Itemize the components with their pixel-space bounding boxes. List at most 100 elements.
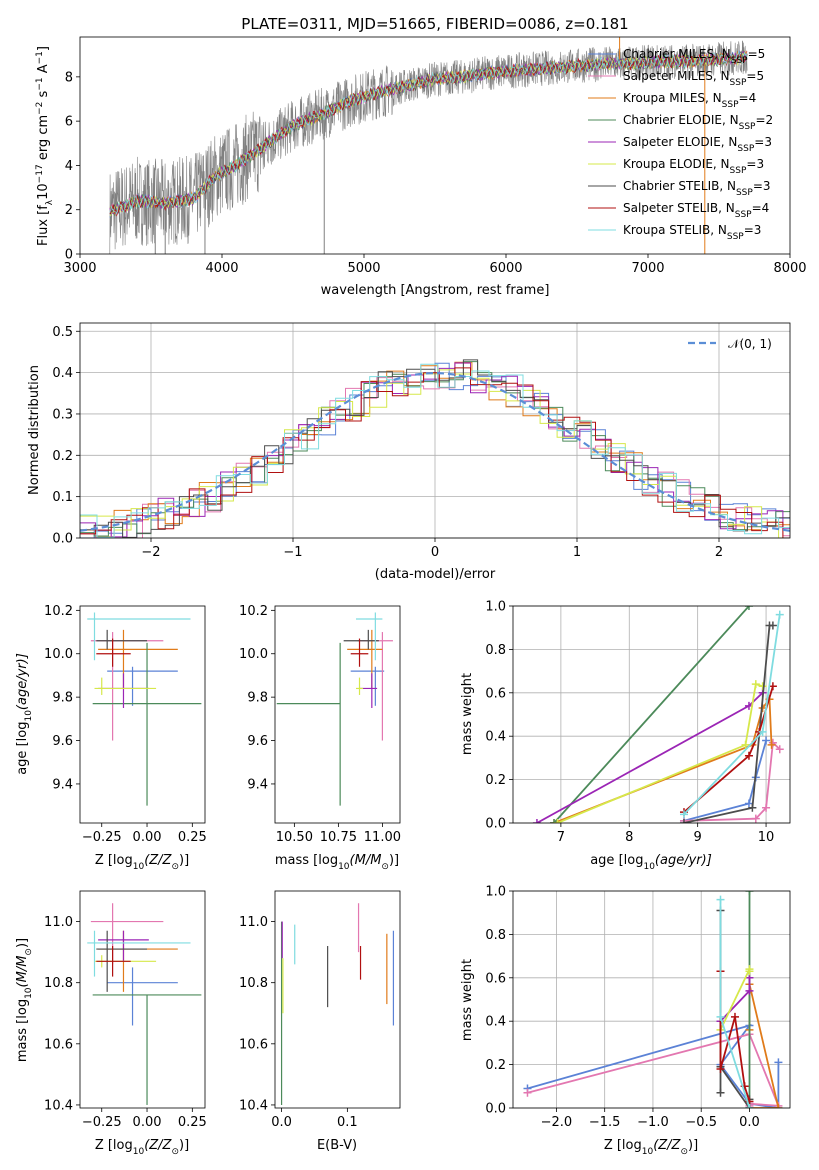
plot-area <box>532 606 784 823</box>
weight-marker <box>523 1088 532 1097</box>
x-tick-label: 7 <box>557 830 565 845</box>
legend-entry: Kroupa MILES, NSSP=4 <box>623 91 756 110</box>
y-tick-label: 9.4 <box>52 777 73 792</box>
weight-marker <box>758 682 767 691</box>
spectrum-data-line <box>109 40 748 254</box>
axes-box <box>274 890 401 1109</box>
axes-frame: −0.25 0.00 0.25 9.4 9.6 9.8 10.0 10.2 <box>44 604 207 845</box>
y-axis-label: Flux [fλ10−17 erg cm−2 s−1 A−1] <box>35 46 55 246</box>
y-tick-label: 0.8 <box>485 643 506 658</box>
x-tick-label: 0.1 <box>337 1115 358 1130</box>
x-tick-label: 0.0 <box>739 1115 760 1130</box>
histogram-kroupa-stelib <box>80 363 790 538</box>
y-tick-label: 9.8 <box>52 691 73 706</box>
x-axis-label: (data-model)/error <box>375 567 496 582</box>
x-tick-label: 5000 <box>347 261 380 276</box>
x-tick-label: −2.0 <box>541 1115 573 1130</box>
weight-line <box>719 910 751 1108</box>
weight-marker <box>741 740 750 749</box>
weight-line <box>536 692 764 823</box>
legend-entry: Salpeter STELIB, NSSP=4 <box>623 201 769 220</box>
y-tick-label: 9.6 <box>247 734 268 749</box>
x-tick-label: 11.00 <box>364 830 401 845</box>
grid <box>513 890 790 1109</box>
y-axis-label: mass weight <box>460 959 475 1041</box>
y-tick-label: 11.0 <box>44 915 73 930</box>
plot-area <box>523 891 783 1108</box>
legend-entry: Chabrier ELODIE, NSSP=2 <box>623 113 773 132</box>
figure-title: PLATE=0311, MJD=51665, FIBERID=0086, z=0… <box>241 15 628 33</box>
x-tick-label: 0 <box>431 545 439 560</box>
axes-frame: 3000 4000 5000 6000 7000 8000 0 2 4 6 8 <box>63 36 807 276</box>
x-axis-label: E(B-V) <box>317 1138 357 1153</box>
y-tick-label: 10.6 <box>44 1037 73 1052</box>
panel-age-vs-mass: 10.50 10.75 11.00 9.4 9.6 9.8 10.0 10.2 mass [lo… <box>239 604 401 872</box>
y-tick-label: 0.2 <box>52 449 73 464</box>
legend-entry: 𝒩(0, 1) <box>728 337 772 351</box>
x-tick-label: 3000 <box>63 261 96 276</box>
y-tick-label: 0.2 <box>485 1058 506 1073</box>
weight-marker <box>775 745 784 754</box>
y-tick-label: 0.4 <box>52 366 73 381</box>
y-tick-label: 0.5 <box>52 325 73 340</box>
panel-mass-vs-Z: −0.25 0.00 0.25 10.4 10.6 10.8 11.0 Z [log10(Z/… <box>15 890 207 1157</box>
histogram-salpeter-miles <box>80 362 790 538</box>
y-tick-label: 10.2 <box>239 604 268 619</box>
weight-marker <box>679 819 688 823</box>
y-axis-label: mass [log10(M/M⊙)] <box>15 938 34 1062</box>
axes-box <box>79 322 791 539</box>
weight-marker <box>553 819 562 823</box>
weight-marker <box>762 803 771 812</box>
weight-line <box>553 696 773 823</box>
weight-marker <box>775 610 784 619</box>
weight-line <box>719 971 751 1102</box>
y-tick-label: 0.0 <box>52 532 73 547</box>
axes-box <box>512 605 791 824</box>
axes-box <box>79 890 206 1109</box>
axes-box <box>79 36 791 255</box>
model-line <box>109 50 748 216</box>
legend-entry: Chabrier STELIB, NSSP=3 <box>623 179 771 198</box>
weight-marker <box>744 799 753 808</box>
x-tick-label: −0.25 <box>82 1115 122 1130</box>
y-tick-label: 8 <box>65 70 73 85</box>
axes-frame: 7 8 9 10 0.0 0.2 0.4 0.6 0.8 1.0 <box>485 600 791 845</box>
y-tick-label: 10.0 <box>44 647 73 662</box>
weight-marker <box>744 606 753 610</box>
x-axis-label: mass [log10(M/M⊙)] <box>275 853 399 872</box>
y-tick-label: 0.6 <box>485 971 506 986</box>
y-tick-label: 9.8 <box>247 691 268 706</box>
axes-frame: −2 −1 0 1 2 0.0 0.1 0.2 0.3 0.4 0.5 <box>52 322 791 560</box>
y-tick-label: 0.0 <box>485 1102 506 1117</box>
plot-area <box>109 37 748 254</box>
weight-marker <box>774 1104 783 1108</box>
axes-box <box>274 605 401 824</box>
y-tick-label: 10.4 <box>44 1098 73 1113</box>
weight-marker <box>774 1058 783 1067</box>
y-tick-label: 1.0 <box>485 885 506 900</box>
y-tick-label: 10.0 <box>239 647 268 662</box>
weight-marker <box>716 1064 725 1073</box>
x-tick-label: 10 <box>758 830 775 845</box>
panel-mass-vs-EBV: 0.0 0.1 10.4 10.6 10.8 11.0 E(B-V) <box>239 890 401 1153</box>
x-axis-label: Z [log10(Z/Z⊙)] <box>95 853 189 872</box>
y-tick-label: 10.6 <box>239 1037 268 1052</box>
x-axis-label: Z [log10(Z/Z⊙)] <box>604 1138 698 1157</box>
x-tick-label: 9 <box>694 830 702 845</box>
plot-area <box>280 903 395 1105</box>
weight-marker <box>679 810 688 819</box>
panel-spectrum: 3000 4000 5000 6000 7000 8000 0 2 4 6 8 wavelength … <box>35 36 807 298</box>
weight-marker <box>751 680 760 689</box>
x-axis-label: age [log10(age/yr)] <box>590 853 712 872</box>
y-tick-label: 0.4 <box>485 1015 506 1030</box>
x-tick-label: 7000 <box>631 261 664 276</box>
weight-marker <box>745 1104 754 1108</box>
y-tick-label: 0 <box>65 248 73 263</box>
y-tick-label: 2 <box>65 203 73 218</box>
x-axis-label: Z [log10(Z/Z⊙)] <box>95 1138 189 1157</box>
normal-curve <box>80 371 790 532</box>
axes-box <box>512 890 791 1109</box>
x-tick-label: 6000 <box>489 261 522 276</box>
x-tick-label: 0.00 <box>133 1115 162 1130</box>
plot-area <box>276 612 393 806</box>
